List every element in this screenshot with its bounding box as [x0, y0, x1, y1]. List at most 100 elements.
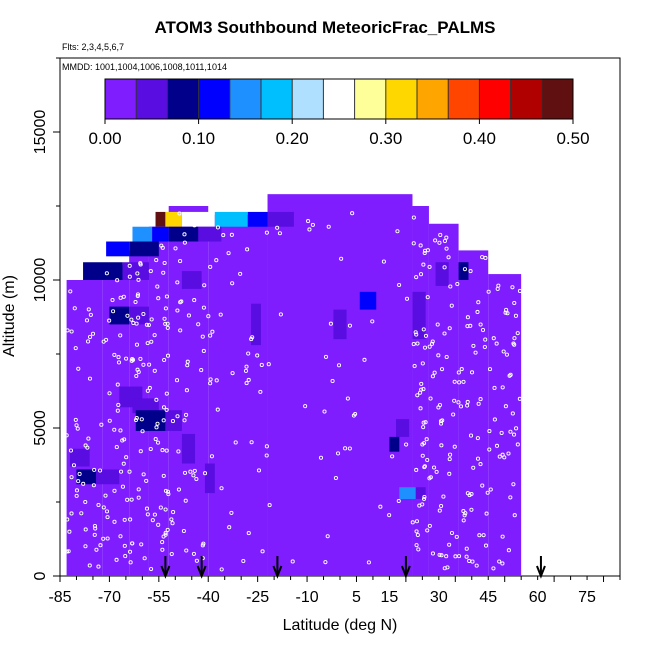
sample-point — [145, 341, 150, 346]
sample-point — [163, 530, 168, 535]
sample-point — [136, 369, 141, 375]
sample-points — [64, 211, 523, 572]
sample-point — [323, 354, 329, 359]
sample-point — [468, 433, 474, 438]
sample-point — [154, 425, 159, 430]
colorbar-swatch — [541, 79, 574, 119]
sample-point — [330, 379, 335, 384]
sample-point — [345, 396, 350, 401]
sample-point — [404, 296, 410, 301]
sample-point — [186, 313, 191, 318]
x-tick-label: -10 — [295, 589, 318, 606]
sample-point — [159, 243, 164, 248]
sample-point — [104, 509, 110, 514]
sample-point — [510, 285, 515, 290]
sample-point — [353, 411, 358, 417]
flights-subtitle: Flts: 2,3,4,5,6,7 — [62, 42, 125, 52]
sample-point — [347, 323, 352, 328]
sample-point — [112, 427, 117, 432]
sample-point — [87, 563, 92, 568]
sample-point — [459, 367, 464, 372]
sample-point — [471, 343, 476, 348]
sample-point — [145, 512, 150, 517]
sample-point — [421, 262, 426, 267]
sample-point — [491, 336, 496, 341]
sample-point — [165, 325, 170, 330]
sample-point — [188, 469, 193, 474]
heatmap-cell — [122, 262, 149, 280]
sample-point — [506, 451, 511, 456]
sample-point — [433, 238, 438, 243]
sample-point — [427, 344, 432, 349]
sample-point — [414, 467, 419, 473]
sample-point — [135, 292, 141, 297]
sample-point — [227, 525, 232, 530]
sample-point — [430, 551, 436, 556]
sample-point — [415, 341, 420, 346]
flight-arrow-head — [272, 565, 283, 579]
sample-point — [447, 471, 452, 476]
sample-point — [444, 246, 449, 251]
sample-point — [496, 283, 501, 288]
sample-point — [169, 517, 174, 522]
sample-point — [421, 425, 426, 430]
sample-point — [469, 492, 474, 497]
sample-point — [511, 341, 516, 346]
sample-point — [145, 388, 150, 393]
sample-point — [215, 407, 220, 412]
sample-point — [133, 417, 139, 423]
sample-point — [420, 442, 425, 447]
x-tick-label: 60 — [529, 589, 547, 606]
heatmap-cell — [96, 469, 120, 485]
sample-point — [506, 548, 511, 553]
colorbar-tick-label: 0.30 — [369, 129, 402, 148]
sample-point — [96, 503, 101, 508]
sample-point — [500, 385, 505, 390]
sample-point — [155, 440, 161, 445]
sample-point — [93, 526, 98, 531]
sample-point — [73, 346, 78, 351]
sample-point — [164, 407, 169, 412]
sample-point — [333, 475, 338, 481]
sample-point — [107, 391, 112, 396]
sample-point — [163, 488, 169, 493]
sample-point — [464, 546, 469, 551]
sample-point — [256, 468, 262, 473]
sample-point — [66, 549, 71, 554]
colorbar: 0.00 0.10 0.20 0.30 0.40 0.50 — [88, 78, 590, 148]
sample-point — [160, 540, 165, 545]
sample-point — [499, 430, 504, 436]
sample-point — [238, 271, 243, 276]
sample-point — [182, 240, 187, 245]
sample-point — [487, 367, 493, 372]
sample-point — [164, 448, 169, 453]
sample-point — [497, 454, 502, 459]
sample-point — [410, 520, 415, 525]
sample-point — [199, 368, 204, 373]
sample-point — [277, 231, 282, 236]
y-tick-label: 5000 — [32, 410, 49, 446]
sample-point — [434, 469, 439, 474]
sample-point — [362, 357, 367, 362]
sample-point — [515, 331, 520, 336]
sample-point — [69, 511, 74, 516]
heatmap-cell — [359, 291, 377, 310]
heatmap-cell — [399, 487, 416, 500]
sample-point — [488, 487, 493, 492]
sample-point — [484, 511, 489, 516]
heatmap-cell — [155, 211, 166, 227]
sample-point — [512, 513, 517, 518]
sample-point — [448, 452, 453, 457]
sample-point — [140, 429, 145, 434]
sample-point — [111, 309, 116, 314]
sample-point — [208, 333, 213, 338]
heatmap-cell — [181, 433, 196, 464]
sample-point — [439, 443, 444, 448]
heatmap-cell — [214, 211, 248, 227]
sample-point — [449, 303, 454, 308]
sample-point — [438, 419, 444, 424]
sample-point — [152, 333, 157, 338]
sample-point — [164, 294, 169, 299]
sample-point — [456, 370, 461, 375]
sample-point — [438, 232, 443, 237]
